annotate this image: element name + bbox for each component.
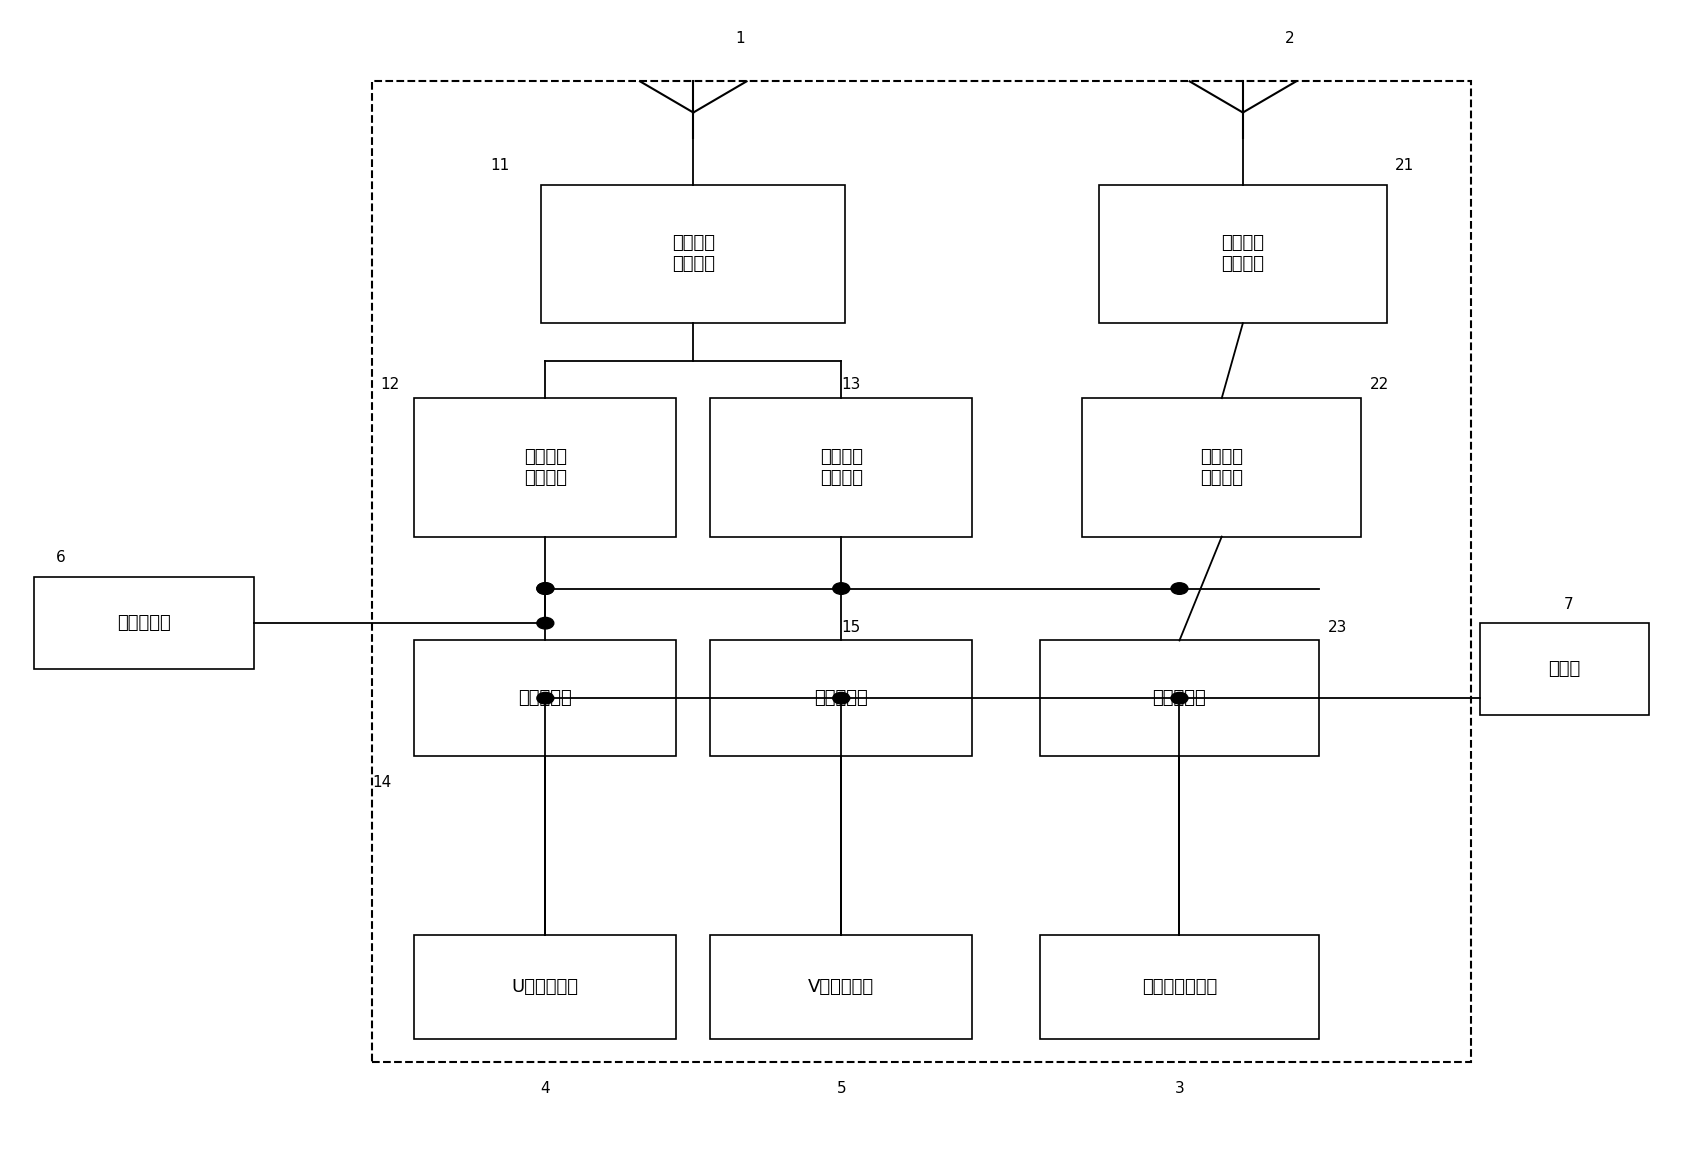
Text: 6: 6 xyxy=(56,550,66,565)
Text: 12: 12 xyxy=(380,377,399,392)
Text: 4: 4 xyxy=(541,1081,550,1096)
Text: 公网频道显示区: 公网频道显示区 xyxy=(1141,977,1218,996)
Text: 23: 23 xyxy=(1327,620,1346,635)
FancyBboxPatch shape xyxy=(710,398,972,537)
FancyBboxPatch shape xyxy=(1040,935,1319,1039)
FancyBboxPatch shape xyxy=(1040,640,1319,756)
Circle shape xyxy=(538,692,555,704)
Circle shape xyxy=(538,617,555,629)
Text: 第一信号
处理电路: 第一信号 处理电路 xyxy=(524,448,566,487)
Text: 13: 13 xyxy=(842,377,861,392)
Text: 第三信号
处理电路: 第三信号 处理电路 xyxy=(1201,448,1243,487)
FancyBboxPatch shape xyxy=(541,185,846,323)
FancyBboxPatch shape xyxy=(710,935,972,1039)
Text: 14: 14 xyxy=(372,775,391,790)
Text: 11: 11 xyxy=(490,158,509,173)
Text: 3: 3 xyxy=(1175,1081,1184,1096)
Text: 5: 5 xyxy=(837,1081,846,1096)
Text: U频道显示区: U频道显示区 xyxy=(512,977,578,996)
Circle shape xyxy=(538,583,555,594)
Circle shape xyxy=(1170,692,1187,704)
Text: 第三处理器: 第三处理器 xyxy=(1153,689,1206,707)
FancyBboxPatch shape xyxy=(1082,398,1361,537)
Circle shape xyxy=(1170,583,1187,594)
Text: 7: 7 xyxy=(1564,597,1574,612)
FancyBboxPatch shape xyxy=(710,640,972,756)
FancyBboxPatch shape xyxy=(34,577,254,669)
FancyBboxPatch shape xyxy=(1099,185,1387,323)
Text: 2: 2 xyxy=(1285,31,1295,46)
Circle shape xyxy=(538,583,555,594)
Text: 第二处理器: 第二处理器 xyxy=(815,689,867,707)
Text: 中转键: 中转键 xyxy=(1547,660,1581,679)
FancyBboxPatch shape xyxy=(414,935,676,1039)
Text: 第二信号
处理电路: 第二信号 处理电路 xyxy=(820,448,862,487)
FancyBboxPatch shape xyxy=(414,640,676,756)
Text: V频道显示区: V频道显示区 xyxy=(808,977,874,996)
Circle shape xyxy=(832,692,851,704)
Text: 21: 21 xyxy=(1395,158,1414,173)
FancyBboxPatch shape xyxy=(414,398,676,537)
Text: 模拟信号
收发电路: 模拟信号 收发电路 xyxy=(671,234,715,273)
Text: 公网信号
收发电路: 公网信号 收发电路 xyxy=(1221,234,1265,273)
Text: 15: 15 xyxy=(842,620,861,635)
Text: 1: 1 xyxy=(736,31,746,46)
Text: 第一处理器: 第一处理器 xyxy=(519,689,572,707)
Text: 22: 22 xyxy=(1370,377,1388,392)
Text: 主频切换键: 主频切换键 xyxy=(117,614,171,632)
FancyBboxPatch shape xyxy=(1480,623,1649,715)
Circle shape xyxy=(832,583,851,594)
